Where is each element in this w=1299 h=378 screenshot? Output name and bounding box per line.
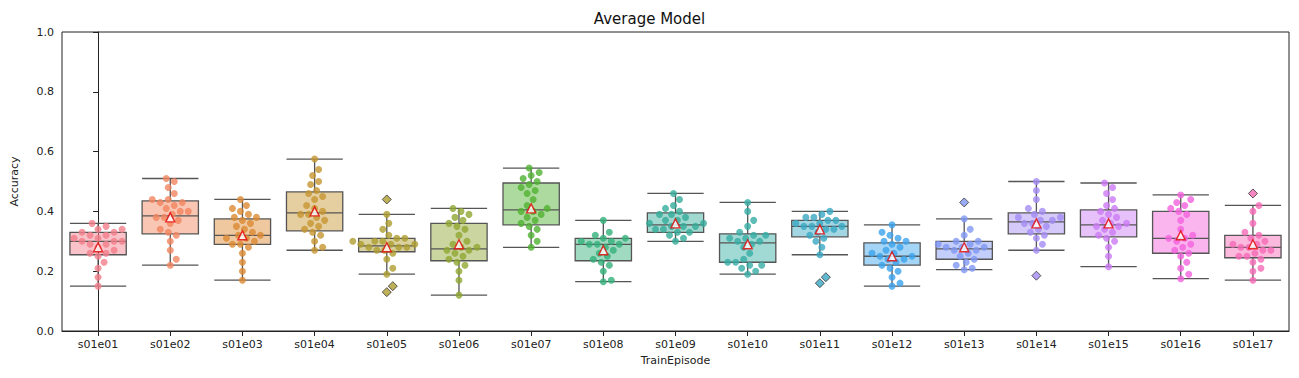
svg-text:0.8: 0.8 (37, 85, 55, 98)
svg-text:Accuracy: Accuracy (8, 156, 21, 207)
svg-text:s01e17: s01e17 (1233, 338, 1274, 351)
svg-text:s01e10: s01e10 (727, 338, 768, 351)
svg-text:s01e09: s01e09 (655, 338, 696, 351)
svg-text:TrainEpisode: TrainEpisode (640, 354, 711, 367)
svg-text:0.0: 0.0 (37, 325, 55, 338)
svg-text:s01e08: s01e08 (583, 338, 624, 351)
svg-text:s01e14: s01e14 (1016, 338, 1057, 351)
svg-text:s01e04: s01e04 (294, 338, 335, 351)
svg-text:s01e16: s01e16 (1160, 338, 1201, 351)
svg-text:s01e06: s01e06 (439, 338, 480, 351)
svg-text:s01e13: s01e13 (944, 338, 985, 351)
svg-text:Average Model: Average Model (594, 10, 705, 28)
svg-text:0.2: 0.2 (37, 265, 55, 278)
svg-text:1.0: 1.0 (37, 26, 55, 39)
svg-text:0.6: 0.6 (37, 145, 55, 158)
svg-text:s01e15: s01e15 (1088, 338, 1129, 351)
svg-text:s01e01: s01e01 (78, 338, 119, 351)
svg-text:s01e07: s01e07 (511, 338, 552, 351)
svg-text:s01e12: s01e12 (872, 338, 913, 351)
svg-text:s01e11: s01e11 (800, 338, 841, 351)
svg-text:0.4: 0.4 (37, 205, 55, 218)
svg-text:s01e02: s01e02 (150, 338, 191, 351)
svg-text:s01e03: s01e03 (222, 338, 263, 351)
svg-text:s01e05: s01e05 (367, 338, 408, 351)
